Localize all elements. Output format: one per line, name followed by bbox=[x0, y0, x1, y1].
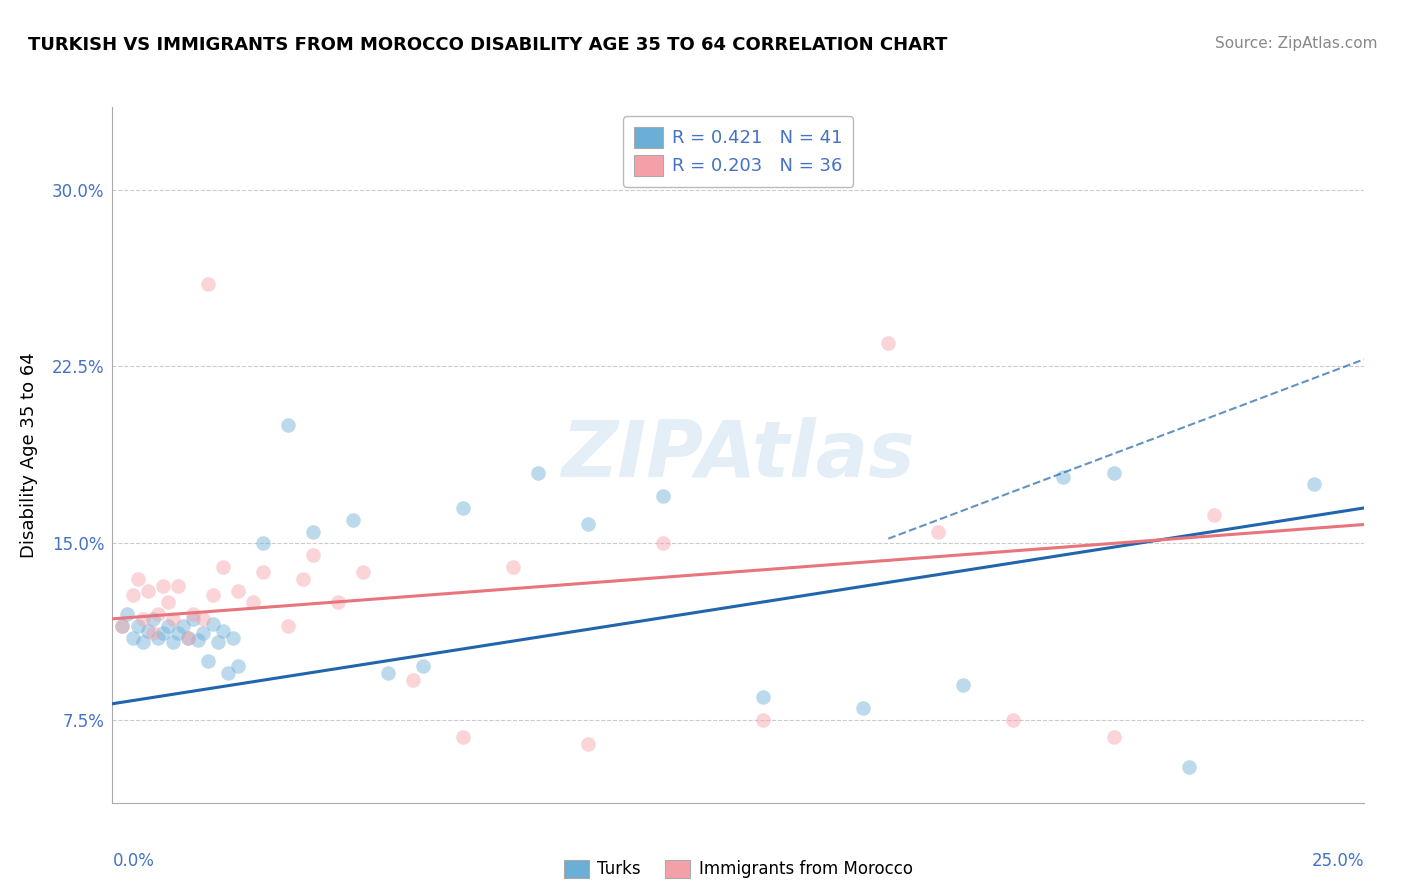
Point bbox=[927, 524, 949, 539]
Point bbox=[131, 612, 153, 626]
Point bbox=[277, 418, 299, 433]
Point bbox=[752, 690, 775, 704]
Point bbox=[136, 624, 159, 638]
Point bbox=[131, 635, 153, 649]
Point bbox=[117, 607, 139, 621]
Point bbox=[226, 659, 249, 673]
Text: TURKISH VS IMMIGRANTS FROM MOROCCO DISABILITY AGE 35 TO 64 CORRELATION CHART: TURKISH VS IMMIGRANTS FROM MOROCCO DISAB… bbox=[28, 36, 948, 54]
Y-axis label: Disability Age 35 to 64: Disability Age 35 to 64 bbox=[20, 352, 38, 558]
Point bbox=[197, 654, 219, 668]
Point bbox=[217, 666, 239, 681]
Point bbox=[162, 612, 184, 626]
Point bbox=[181, 612, 204, 626]
Point bbox=[146, 631, 169, 645]
Point bbox=[146, 607, 169, 621]
Point bbox=[176, 631, 198, 645]
Point bbox=[1102, 466, 1125, 480]
Point bbox=[156, 595, 179, 609]
Point bbox=[412, 659, 434, 673]
Point bbox=[176, 631, 198, 645]
Point bbox=[1302, 477, 1324, 491]
Point bbox=[136, 583, 159, 598]
Point bbox=[197, 277, 219, 291]
Point bbox=[252, 536, 274, 550]
Point bbox=[342, 513, 364, 527]
Point bbox=[402, 673, 425, 688]
Point bbox=[121, 631, 143, 645]
Point bbox=[852, 701, 875, 715]
Point bbox=[187, 633, 209, 648]
Legend: Turks, Immigrants from Morocco: Turks, Immigrants from Morocco bbox=[557, 853, 920, 885]
Point bbox=[326, 595, 349, 609]
Point bbox=[1002, 713, 1025, 727]
Point bbox=[191, 612, 214, 626]
Point bbox=[162, 635, 184, 649]
Point bbox=[352, 565, 374, 579]
Point bbox=[207, 635, 229, 649]
Point bbox=[752, 713, 775, 727]
Point bbox=[1177, 760, 1199, 774]
Point bbox=[242, 595, 264, 609]
Point bbox=[1102, 730, 1125, 744]
Point bbox=[576, 517, 599, 532]
Point bbox=[451, 500, 474, 515]
Text: ZIPAtlas: ZIPAtlas bbox=[561, 417, 915, 493]
Point bbox=[652, 536, 675, 550]
Point bbox=[252, 565, 274, 579]
Point bbox=[141, 626, 163, 640]
Point bbox=[221, 631, 243, 645]
Point bbox=[172, 619, 194, 633]
Point bbox=[201, 616, 224, 631]
Point bbox=[301, 548, 323, 562]
Point bbox=[191, 626, 214, 640]
Point bbox=[152, 579, 174, 593]
Point bbox=[877, 335, 900, 350]
Point bbox=[152, 626, 174, 640]
Point bbox=[127, 619, 149, 633]
Point bbox=[111, 619, 134, 633]
Point bbox=[952, 678, 974, 692]
Point bbox=[201, 588, 224, 602]
Point bbox=[277, 619, 299, 633]
Point bbox=[451, 730, 474, 744]
Point bbox=[181, 607, 204, 621]
Point bbox=[1202, 508, 1225, 522]
Point bbox=[211, 560, 233, 574]
Point bbox=[576, 737, 599, 751]
Point bbox=[226, 583, 249, 598]
Point bbox=[156, 619, 179, 633]
Point bbox=[127, 572, 149, 586]
Text: Source: ZipAtlas.com: Source: ZipAtlas.com bbox=[1215, 36, 1378, 51]
Point bbox=[166, 579, 188, 593]
Point bbox=[301, 524, 323, 539]
Point bbox=[121, 588, 143, 602]
Point bbox=[111, 619, 134, 633]
Point bbox=[211, 624, 233, 638]
Text: 0.0%: 0.0% bbox=[112, 852, 155, 870]
Point bbox=[652, 489, 675, 503]
Text: 25.0%: 25.0% bbox=[1312, 852, 1364, 870]
Point bbox=[141, 612, 163, 626]
Point bbox=[1052, 470, 1074, 484]
Point bbox=[377, 666, 399, 681]
Point bbox=[291, 572, 314, 586]
Point bbox=[527, 466, 550, 480]
Point bbox=[502, 560, 524, 574]
Point bbox=[166, 626, 188, 640]
